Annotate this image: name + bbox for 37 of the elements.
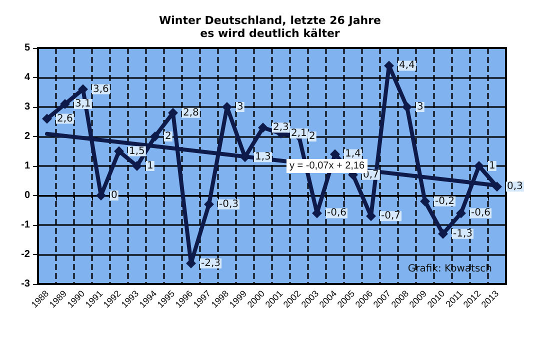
data-label: -0,6 (327, 208, 347, 219)
data-label: 1,5 (129, 146, 145, 157)
data-label: 1,4 (345, 148, 361, 160)
data-label: 1,3 (255, 152, 271, 163)
data-label: 1 (489, 160, 496, 172)
y-tick-label: 3 (24, 102, 30, 112)
data-label: 2,6 (57, 113, 73, 124)
data-label: -0,2 (435, 196, 455, 207)
y-tick-label: -3 (21, 278, 30, 290)
data-label: 3 (417, 102, 424, 112)
data-label: -0,6 (471, 208, 491, 219)
y-tick-label: 2 (24, 131, 30, 142)
data-label: 0 (111, 190, 118, 201)
data-label: 3,1 (75, 98, 91, 110)
data-label: -0,7 (381, 210, 401, 222)
y-tick-label: -1 (21, 220, 30, 230)
data-label: 3 (237, 102, 244, 112)
data-label: 3,6 (93, 84, 109, 95)
y-tick-label: -2 (21, 249, 30, 260)
y-tick-label: 0 (24, 190, 30, 201)
chart-title: Winter Deutschland, letzte 26 Jahre (158, 14, 382, 27)
data-label: 0,3 (507, 181, 523, 192)
chart-subtitle: es wird deutlich kälter (200, 27, 340, 40)
data-label: -1,3 (453, 228, 473, 240)
data-label: 1 (147, 160, 154, 172)
y-tick-label: 1 (24, 160, 30, 172)
data-label: 2 (309, 131, 316, 142)
data-label: 4,4 (399, 60, 415, 72)
y-tick-label: 5 (24, 42, 30, 54)
y-tick-label: 4 (24, 72, 30, 83)
data-label: 2,3 (273, 122, 289, 134)
data-label: 2,1 (291, 128, 307, 140)
data-label: 2 (165, 131, 172, 142)
data-label: 2,8 (183, 107, 199, 118)
data-label: -2,3 (201, 258, 221, 269)
data-label: -0,3 (219, 198, 239, 210)
annotation: y = -0,07x + 2,16 (290, 160, 365, 172)
